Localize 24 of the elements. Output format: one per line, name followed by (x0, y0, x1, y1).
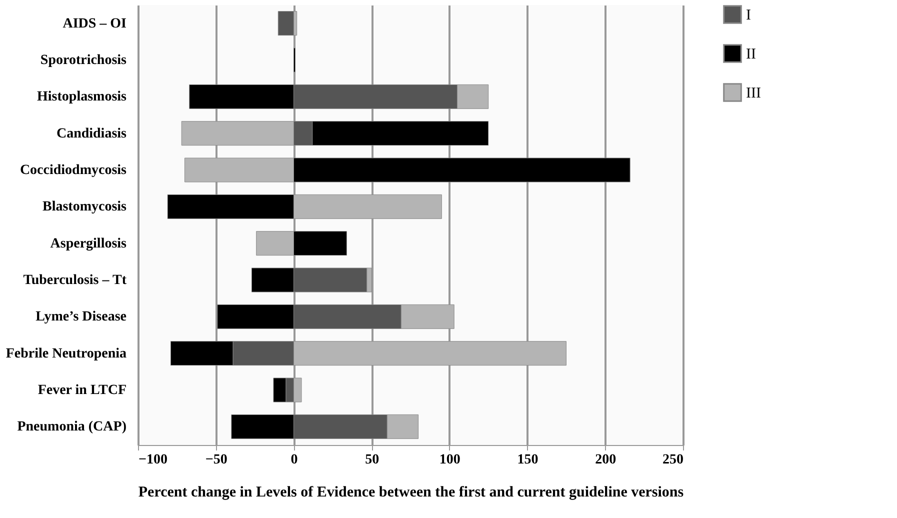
x-tick-label: 0 (290, 452, 298, 468)
x-tick-label: −50 (205, 452, 228, 468)
y-tick-label: Coccidiodmycosis (20, 163, 128, 178)
x-tick-label: 150 (517, 452, 538, 468)
y-tick-label: Fever in LTCF (38, 383, 126, 398)
y-tick-label: Candidiasis (56, 126, 128, 142)
legend-label: III (746, 86, 761, 102)
y-tick-label: Pneumonia (CAP) (17, 420, 127, 435)
x-tick-label: 250 (662, 452, 684, 468)
legend-label: II (746, 46, 756, 62)
y-tick-label: Aspergillosis (50, 236, 128, 252)
y-tick-label: AIDS – OI (62, 16, 126, 32)
legend-label: I (746, 8, 751, 24)
x-tick-label: 100 (439, 452, 460, 468)
x-tick-label: 200 (595, 452, 616, 468)
y-tick-label: Febrile Neutropenia (6, 346, 126, 362)
y-tick-label: Tuberculosis – Tt (23, 273, 127, 288)
y-tick-label: Blastomycosis (42, 200, 128, 215)
x-axis-title: Percent change in Levels of Evidence between the first and current guideline versions (138, 484, 684, 500)
y-tick-label: Histoplasmosis (37, 90, 128, 105)
y-tick-label: Sporotrichosis (40, 53, 128, 68)
x-tick-label: −100 (138, 452, 168, 468)
x-tick-label: 50 (365, 452, 380, 468)
y-tick-label: Lyme’s Disease (36, 310, 126, 325)
